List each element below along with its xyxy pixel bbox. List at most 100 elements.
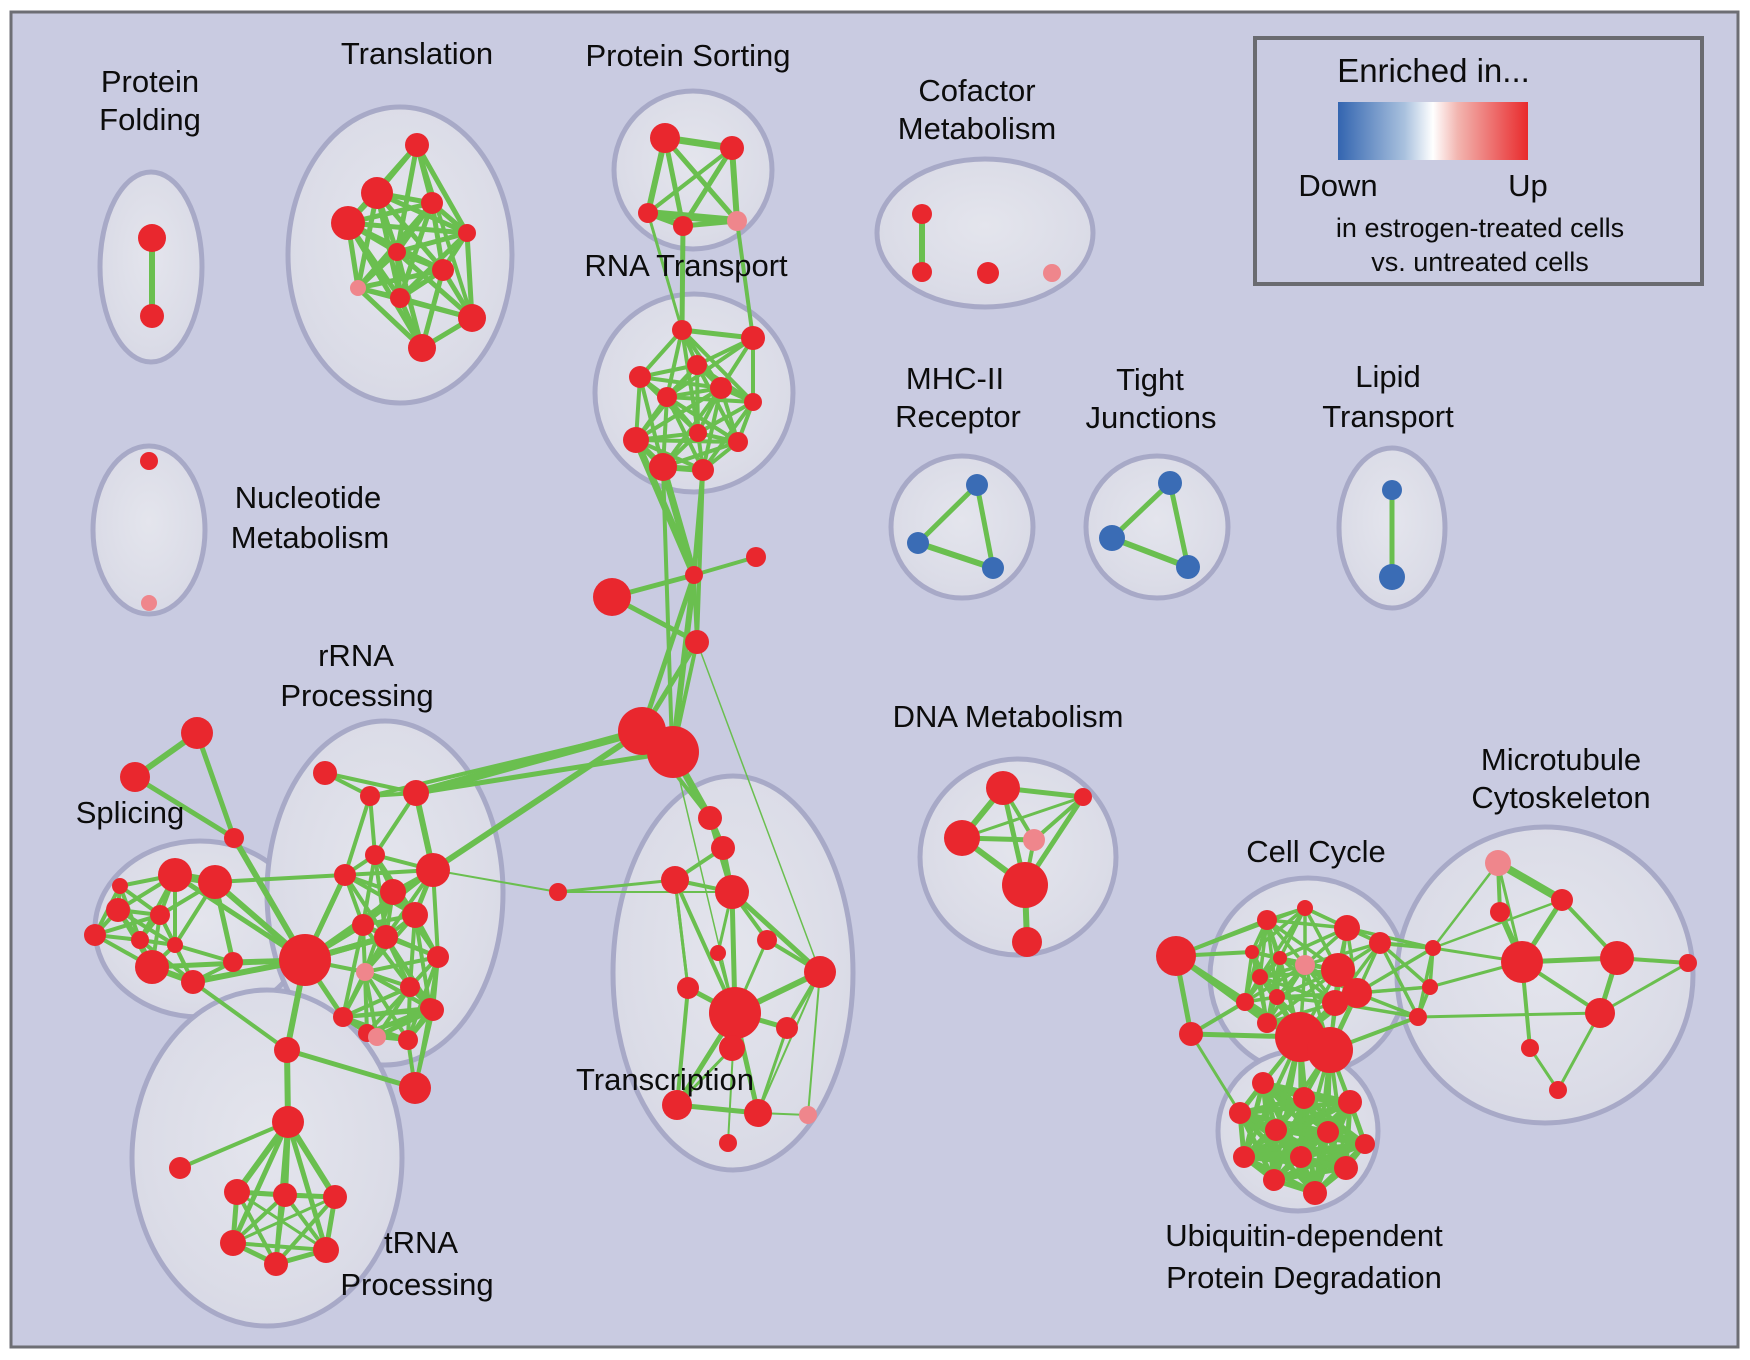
gene-set-node-trna-processing[interactable]: [273, 1183, 297, 1207]
gene-set-node-rrna-processing[interactable]: [398, 1030, 418, 1050]
gene-set-node-connector[interactable]: [224, 828, 244, 848]
gene-set-node-transcription[interactable]: [711, 836, 735, 860]
gene-set-node-rrna-processing[interactable]: [360, 786, 380, 806]
gene-set-node-cell-cycle[interactable]: [1409, 1008, 1427, 1026]
gene-set-node-transcription[interactable]: [757, 930, 777, 950]
gene-set-node-cell-cycle[interactable]: [1257, 1013, 1277, 1033]
gene-set-node-rrna-processing[interactable]: [400, 977, 420, 997]
gene-set-node-transcription[interactable]: [662, 1090, 692, 1120]
gene-set-node-microtubule-cytoskeleton[interactable]: [1679, 954, 1697, 972]
gene-set-node-lipid-transport[interactable]: [1382, 480, 1402, 500]
gene-set-node-splicing[interactable]: [181, 970, 205, 994]
gene-set-node-trna-processing[interactable]: [224, 1179, 250, 1205]
gene-set-node-transcription[interactable]: [677, 977, 699, 999]
gene-set-node-rrna-processing[interactable]: [334, 864, 356, 886]
gene-set-node-dna-metabolism[interactable]: [986, 771, 1020, 805]
gene-set-node-ubiquitin-degradation[interactable]: [1233, 1146, 1255, 1168]
gene-set-node-cell-cycle[interactable]: [1257, 910, 1277, 930]
gene-set-node-translation[interactable]: [458, 304, 486, 332]
gene-set-node-translation[interactable]: [458, 224, 476, 242]
gene-set-node-translation[interactable]: [388, 243, 406, 261]
gene-set-node-cell-cycle[interactable]: [1322, 990, 1348, 1016]
gene-set-node-protein-sorting[interactable]: [650, 123, 680, 153]
gene-set-node-connector[interactable]: [647, 726, 699, 778]
gene-set-node-protein-sorting[interactable]: [638, 203, 658, 223]
gene-set-node-connector[interactable]: [399, 1072, 431, 1104]
gene-set-node-cell-cycle[interactable]: [1342, 978, 1372, 1008]
gene-set-node-connector[interactable]: [746, 547, 766, 567]
gene-set-node-cell-cycle[interactable]: [1307, 1027, 1353, 1073]
gene-set-node-ubiquitin-degradation[interactable]: [1338, 1090, 1362, 1114]
gene-set-node-rna-transport[interactable]: [710, 377, 732, 399]
gene-set-node-cell-cycle[interactable]: [1236, 993, 1254, 1011]
gene-set-node-ubiquitin-degradation[interactable]: [1252, 1072, 1274, 1094]
gene-set-node-dna-metabolism[interactable]: [1012, 927, 1042, 957]
gene-set-node-tight-junctions[interactable]: [1176, 555, 1200, 579]
gene-set-node-rrna-processing[interactable]: [427, 946, 449, 968]
gene-set-node-dna-metabolism[interactable]: [1002, 862, 1048, 908]
gene-set-node-splicing[interactable]: [84, 924, 106, 946]
gene-set-node-microtubule-cytoskeleton[interactable]: [1600, 941, 1634, 975]
gene-set-node-transcription[interactable]: [698, 806, 722, 830]
gene-set-node-cell-cycle[interactable]: [1269, 989, 1285, 1005]
gene-set-node-cell-cycle[interactable]: [1422, 979, 1438, 995]
gene-set-node-trna-processing[interactable]: [169, 1157, 191, 1179]
gene-set-node-transcription[interactable]: [804, 956, 836, 988]
gene-set-node-connector[interactable]: [181, 717, 213, 749]
gene-set-node-ubiquitin-degradation[interactable]: [1290, 1146, 1312, 1168]
gene-set-node-connector[interactable]: [549, 883, 567, 901]
gene-set-node-transcription[interactable]: [744, 1099, 772, 1127]
gene-set-node-ubiquitin-degradation[interactable]: [1355, 1134, 1375, 1154]
gene-set-node-trna-processing[interactable]: [272, 1106, 304, 1138]
gene-set-node-cell-cycle[interactable]: [1252, 969, 1268, 985]
gene-set-node-rrna-processing[interactable]: [333, 1007, 353, 1027]
gene-set-node-microtubule-cytoskeleton[interactable]: [1485, 850, 1511, 876]
gene-set-node-protein-sorting[interactable]: [727, 211, 747, 231]
gene-set-node-rrna-processing[interactable]: [356, 963, 374, 981]
gene-set-node-translation[interactable]: [331, 206, 365, 240]
gene-set-node-cell-cycle[interactable]: [1273, 951, 1287, 965]
gene-set-node-lipid-transport[interactable]: [1379, 564, 1405, 590]
gene-set-node-cofactor-metabolism[interactable]: [912, 262, 932, 282]
gene-set-node-transcription[interactable]: [799, 1106, 817, 1124]
gene-set-node-trna-processing[interactable]: [264, 1252, 288, 1276]
gene-set-node-splicing[interactable]: [198, 865, 232, 899]
gene-set-node-transcription[interactable]: [709, 987, 761, 1039]
gene-set-node-rrna-processing[interactable]: [352, 914, 374, 936]
gene-set-node-ubiquitin-degradation[interactable]: [1303, 1181, 1327, 1205]
gene-set-node-splicing[interactable]: [131, 931, 149, 949]
gene-set-node-rna-transport[interactable]: [728, 432, 748, 452]
gene-set-node-rna-transport[interactable]: [741, 326, 765, 350]
gene-set-node-ubiquitin-degradation[interactable]: [1263, 1169, 1285, 1191]
gene-set-node-transcription[interactable]: [715, 875, 749, 909]
gene-set-node-microtubule-cytoskeleton[interactable]: [1549, 1081, 1567, 1099]
gene-set-node-mhc-ii-receptor[interactable]: [982, 557, 1004, 579]
gene-set-node-rrna-processing[interactable]: [365, 845, 385, 865]
gene-set-node-rna-transport[interactable]: [744, 393, 762, 411]
gene-set-node-cofactor-metabolism[interactable]: [1043, 264, 1061, 282]
gene-set-node-microtubule-cytoskeleton[interactable]: [1501, 941, 1543, 983]
gene-set-node-transcription[interactable]: [661, 866, 689, 894]
gene-set-node-dna-metabolism[interactable]: [1074, 788, 1092, 806]
gene-set-node-protein-sorting[interactable]: [673, 216, 693, 236]
gene-set-node-connector[interactable]: [593, 578, 631, 616]
gene-set-node-trna-processing[interactable]: [220, 1230, 246, 1256]
gene-set-node-dna-metabolism[interactable]: [944, 820, 980, 856]
gene-set-node-nucleotide-metabolism[interactable]: [141, 595, 157, 611]
gene-set-node-translation[interactable]: [405, 133, 429, 157]
gene-set-node-rna-transport[interactable]: [649, 453, 677, 481]
gene-set-node-rna-transport[interactable]: [629, 366, 651, 388]
gene-set-node-splicing[interactable]: [158, 858, 192, 892]
gene-set-node-microtubule-cytoskeleton[interactable]: [1490, 902, 1510, 922]
gene-set-node-rrna-processing[interactable]: [416, 853, 450, 887]
gene-set-node-tight-junctions[interactable]: [1099, 525, 1125, 551]
gene-set-node-splicing[interactable]: [106, 898, 130, 922]
gene-set-node-translation[interactable]: [421, 192, 443, 214]
gene-set-node-mhc-ii-receptor[interactable]: [966, 474, 988, 496]
gene-set-node-rrna-processing[interactable]: [313, 761, 337, 785]
gene-set-node-cell-cycle[interactable]: [1369, 932, 1391, 954]
gene-set-node-cell-cycle[interactable]: [1425, 940, 1441, 956]
gene-set-node-translation[interactable]: [432, 259, 454, 281]
gene-set-node-splicing[interactable]: [150, 905, 170, 925]
gene-set-node-rrna-processing[interactable]: [279, 934, 331, 986]
